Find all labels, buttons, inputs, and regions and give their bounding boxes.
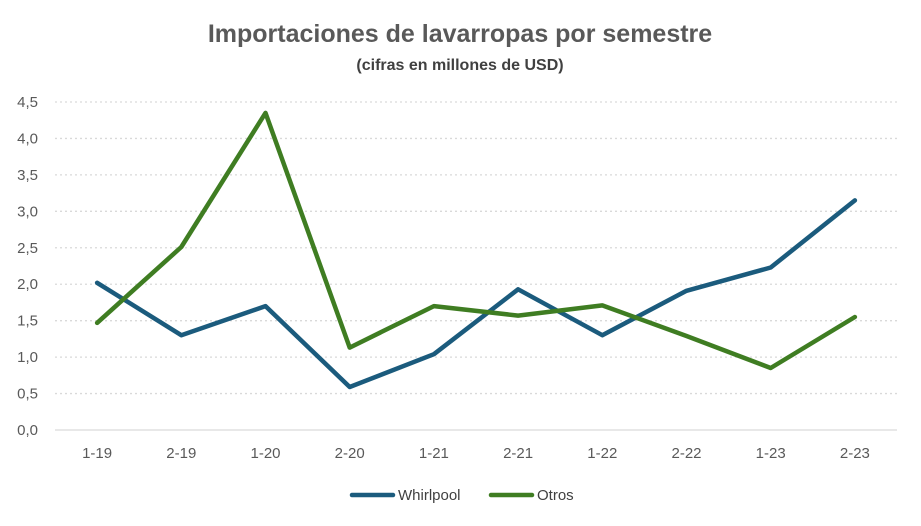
y-tick-label: 3,5: [17, 167, 38, 184]
x-axis-ticks: 1-19 2-19 1-20 2-20 1-21 2-21 1-22 2-22 1-23 2-23: [82, 445, 870, 462]
y-tick-label: 2,5: [17, 240, 38, 257]
x-tick-label: 2-21: [503, 445, 533, 462]
chart-subtitle: (cifras en millones de USD): [356, 57, 563, 74]
x-tick-label: 1-20: [250, 445, 280, 462]
y-tick-label: 4,0: [17, 130, 38, 147]
y-tick-label: 3,0: [17, 203, 38, 220]
legend-label-whirlpool: Whirlpool: [398, 487, 461, 504]
gridlines: [55, 101, 897, 431]
x-tick-label: 1-21: [419, 445, 449, 462]
x-tick-label: 1-19: [82, 445, 112, 462]
y-tick-label: 4,5: [17, 94, 38, 111]
series-lines: [94, 110, 858, 390]
y-tick-label: 1,5: [17, 313, 38, 330]
y-axis-ticks: 0,0 0,5 1,0 1,5 2,0 2,5 3,0 3,5 4,0 4,5: [17, 94, 38, 439]
y-tick-label: 0,0: [17, 422, 38, 439]
x-tick-label: 1-22: [587, 445, 617, 462]
y-tick-label: 0,5: [17, 386, 38, 403]
series-line-whirlpool: [94, 198, 858, 390]
x-tick-label: 2-23: [840, 445, 870, 462]
legend: Whirlpool Otros: [349, 487, 574, 504]
series-line-otros: [94, 110, 858, 371]
chart-title: Importaciones de lavarropas por semestre: [208, 20, 712, 48]
x-tick-label: 2-22: [671, 445, 701, 462]
y-tick-label: 2,0: [17, 276, 38, 293]
y-tick-label: 1,0: [17, 349, 38, 366]
x-tick-label: 2-19: [166, 445, 196, 462]
x-tick-label: 1-23: [756, 445, 786, 462]
legend-label-otros: Otros: [537, 487, 574, 504]
x-tick-label: 2-20: [335, 445, 365, 462]
